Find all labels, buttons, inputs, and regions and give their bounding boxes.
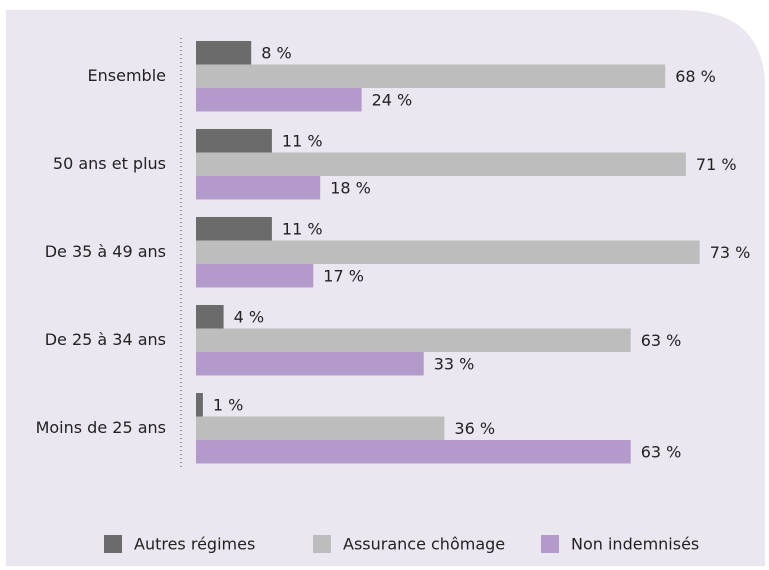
bar bbox=[196, 416, 445, 440]
value-label: 71 % bbox=[696, 155, 737, 174]
bar bbox=[196, 305, 224, 329]
bar bbox=[196, 240, 700, 264]
value-label: 11 % bbox=[282, 131, 323, 150]
value-label: 18 % bbox=[330, 178, 371, 197]
value-label: 17 % bbox=[323, 266, 364, 285]
bar bbox=[196, 176, 321, 200]
value-label: 73 % bbox=[710, 243, 751, 262]
legend-swatch bbox=[313, 535, 331, 553]
background bbox=[6, 10, 765, 566]
bar bbox=[196, 352, 424, 376]
legend-swatch bbox=[104, 535, 122, 553]
bar bbox=[196, 393, 203, 417]
value-label: 4 % bbox=[234, 307, 264, 326]
legend-swatch bbox=[541, 535, 559, 553]
bar bbox=[196, 217, 272, 241]
bar bbox=[196, 328, 631, 352]
bar bbox=[196, 88, 362, 112]
value-label: 36 % bbox=[454, 419, 495, 438]
bar bbox=[196, 41, 252, 65]
legend-label: Autres régimes bbox=[134, 535, 255, 554]
value-label: 24 % bbox=[372, 90, 413, 109]
bar bbox=[196, 129, 272, 153]
bar bbox=[196, 440, 631, 464]
value-label: 11 % bbox=[282, 219, 323, 238]
category-label: 50 ans et plus bbox=[53, 154, 166, 173]
category-label: Ensemble bbox=[88, 66, 166, 85]
value-label: 1 % bbox=[213, 395, 243, 414]
category-label: Moins de 25 ans bbox=[36, 418, 166, 437]
value-label: 33 % bbox=[434, 354, 475, 373]
value-label: 63 % bbox=[641, 442, 682, 461]
value-label: 68 % bbox=[675, 67, 716, 86]
bar bbox=[196, 152, 686, 176]
legend-label: Assurance chômage bbox=[343, 535, 505, 554]
value-label: 8 % bbox=[261, 43, 291, 62]
bar bbox=[196, 64, 666, 88]
value-label: 63 % bbox=[641, 331, 682, 350]
legend-label: Non indemnisés bbox=[571, 535, 699, 554]
bar bbox=[196, 264, 314, 288]
category-label: De 35 à 49 ans bbox=[45, 242, 166, 261]
category-label: De 25 à 34 ans bbox=[45, 330, 166, 349]
